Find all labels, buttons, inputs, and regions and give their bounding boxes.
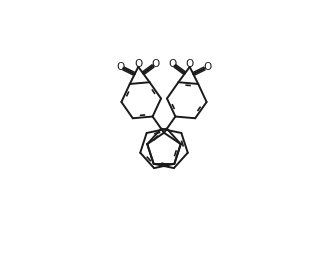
Text: O: O [116,62,125,72]
Text: O: O [168,59,176,69]
Text: O: O [186,59,194,69]
Text: O: O [203,62,212,72]
Text: O: O [152,59,160,69]
Text: O: O [134,59,142,69]
